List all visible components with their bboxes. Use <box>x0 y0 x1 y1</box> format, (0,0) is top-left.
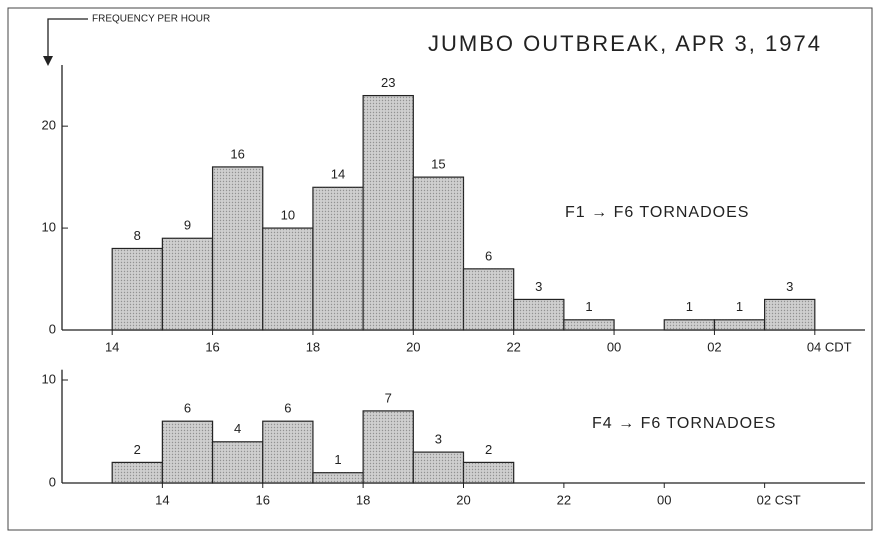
x-tick-label: 14 <box>105 339 119 354</box>
data-label: 16 <box>230 146 244 161</box>
data-label: 23 <box>381 75 395 90</box>
x-tick-label: 02 <box>707 339 721 354</box>
x-tick-label: 00 <box>657 492 671 507</box>
x-tick-label: 18 <box>356 492 370 507</box>
bar-texture <box>413 177 464 330</box>
data-label: 1 <box>686 299 693 314</box>
bar-texture <box>714 319 765 330</box>
y-tick-label: 20 <box>42 118 56 133</box>
x-tick-label: 14 <box>155 492 169 507</box>
x-tick-label: 20 <box>456 492 470 507</box>
data-label: 7 <box>385 390 392 405</box>
bar-texture <box>312 187 364 330</box>
y-tick-label: 10 <box>42 371 56 386</box>
data-label: 3 <box>435 432 442 447</box>
x-tick-label: 16 <box>205 339 219 354</box>
bar-texture <box>262 421 313 483</box>
data-label: 14 <box>331 167 345 182</box>
bar-texture <box>664 319 715 330</box>
x-tick-label: 20 <box>406 339 420 354</box>
label-arrow <box>47 18 88 62</box>
x-tick-label: 18 <box>306 339 320 354</box>
data-label: 2 <box>485 442 492 457</box>
data-label: 6 <box>485 248 492 263</box>
bar-texture <box>463 462 514 483</box>
y-axis-label: FREQUENCY PER HOUR <box>92 14 210 25</box>
bar-texture <box>363 410 414 483</box>
data-label: 1 <box>585 299 592 314</box>
y-tick-label: 0 <box>49 321 56 336</box>
bar-texture <box>563 319 615 330</box>
data-label: 2 <box>134 442 141 457</box>
bar-texture <box>112 248 163 330</box>
data-label: 15 <box>431 157 445 172</box>
data-label: 1 <box>334 452 341 467</box>
frame <box>7 7 873 531</box>
bar-texture <box>112 462 163 483</box>
x-tick-label: 00 <box>607 339 621 354</box>
bar-texture <box>262 228 313 330</box>
bar-texture <box>162 421 213 483</box>
data-label: 6 <box>184 401 191 416</box>
y-tick-label: 0 <box>49 474 56 489</box>
bar-texture <box>413 452 464 483</box>
x-tick-label: 22 <box>506 339 520 354</box>
bar-texture <box>363 95 414 330</box>
bar-texture <box>513 299 564 330</box>
bar-texture <box>162 238 213 330</box>
bar-texture <box>212 441 263 483</box>
data-label: 8 <box>134 228 141 243</box>
bar-texture <box>463 268 514 330</box>
annotation: F1 → F6 TORNADOES <box>565 204 749 221</box>
x-tick-label: 02 CST <box>757 492 801 507</box>
x-tick-label: 16 <box>256 492 270 507</box>
data-label: 10 <box>281 208 295 223</box>
data-label: 1 <box>736 299 743 314</box>
data-label: 4 <box>234 421 241 436</box>
bar-texture <box>312 472 364 483</box>
data-label: 9 <box>184 218 191 233</box>
data-label: 3 <box>535 279 542 294</box>
bar-texture <box>212 166 263 330</box>
arrow-head <box>43 56 53 66</box>
bar-texture <box>764 299 815 330</box>
data-label: 6 <box>284 401 291 416</box>
annotation: F4 → F6 TORNADOES <box>592 415 776 432</box>
chart-title: JUMBO OUTBREAK, APR 3, 1974 <box>428 31 822 56</box>
y-tick-label: 10 <box>42 220 56 235</box>
x-tick-label: 04 CDT <box>807 339 852 354</box>
x-tick-label: 22 <box>557 492 571 507</box>
data-label: 3 <box>786 279 793 294</box>
